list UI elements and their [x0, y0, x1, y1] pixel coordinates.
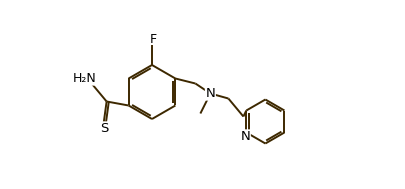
Text: N: N	[205, 87, 215, 100]
Text: F: F	[149, 33, 157, 46]
Text: S: S	[100, 122, 109, 135]
Text: H₂N: H₂N	[73, 72, 96, 85]
Text: N: N	[241, 130, 250, 143]
